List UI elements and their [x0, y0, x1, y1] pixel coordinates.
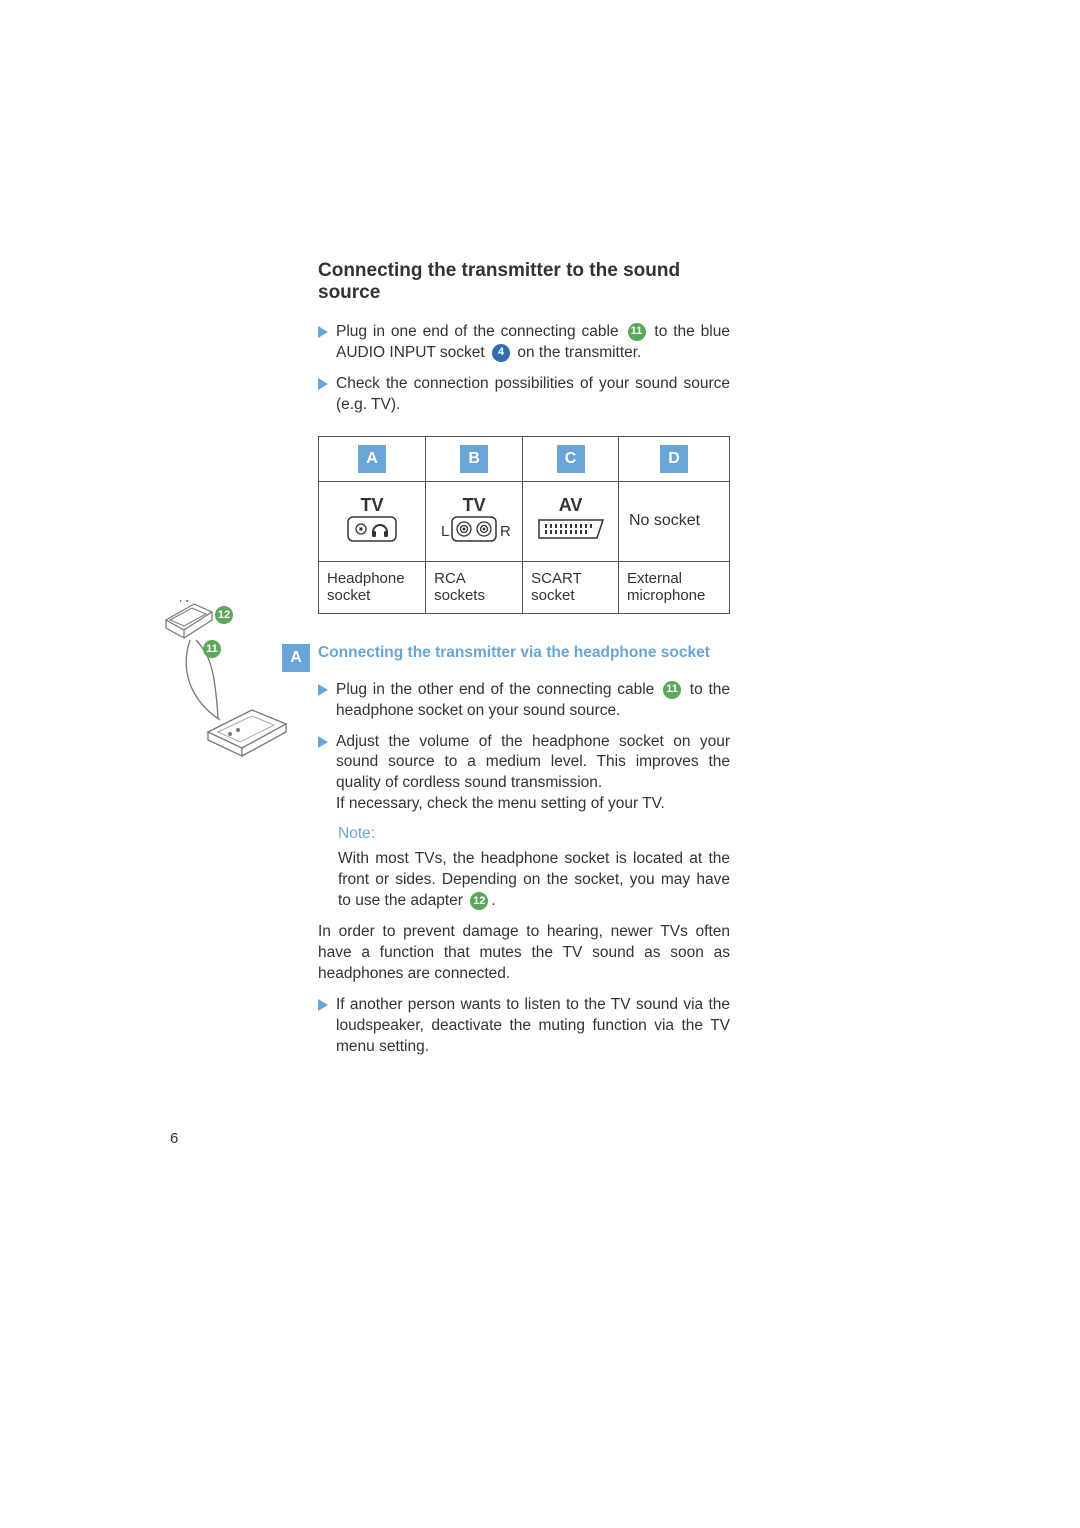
table-row: A B C D — [319, 436, 730, 481]
bullet-text: Adjust the volume of the headphone socke… — [336, 732, 730, 816]
table-icon-cell: No socket — [618, 481, 729, 561]
reference-badge: 11 — [663, 681, 681, 699]
letter-badge-c: C — [557, 445, 585, 473]
bullet-item: Adjust the volume of the headphone socke… — [318, 732, 730, 816]
bullet-text: Plug in the other end of the connecting … — [336, 680, 730, 722]
section-a: A Connecting the transmitter via the hea… — [318, 644, 730, 922]
illus-badge-12: 12 — [215, 606, 233, 624]
bullet-triangle-icon — [318, 378, 328, 390]
scart-socket-icon — [535, 516, 607, 542]
page-content: Connecting the transmitter to the sound … — [318, 260, 730, 1068]
illus-badge-11: 11 — [203, 640, 221, 658]
text-fragment: . — [491, 892, 495, 909]
no-socket-label: No socket — [629, 512, 700, 529]
letter-badge-d: D — [660, 445, 688, 473]
text-fragment: Adjust the volume of the headphone socke… — [336, 733, 730, 792]
svg-text:R: R — [500, 523, 511, 540]
table-header-cell: D — [618, 436, 729, 481]
bullet-triangle-icon — [318, 736, 328, 748]
reference-badge: 11 — [628, 323, 646, 341]
bullet-item: Plug in one end of the connecting cable … — [318, 322, 730, 364]
note-label: Note: — [338, 825, 730, 843]
main-heading: Connecting the transmitter to the sound … — [318, 260, 730, 304]
letter-badge-b: B — [460, 445, 488, 473]
note-block: Note: With most TVs, the headphone socke… — [338, 825, 730, 912]
bullet-item: Plug in the other end of the connecting … — [318, 680, 730, 722]
bullet-item: Check the connection possibilities of yo… — [318, 374, 730, 416]
section-a-title: Connecting the transmitter via the headp… — [318, 644, 730, 662]
bullet-text: Check the connection possibilities of yo… — [336, 374, 730, 416]
bullet-triangle-icon — [318, 999, 328, 1011]
page-number: 6 — [170, 1130, 178, 1147]
tv-label: TV — [434, 495, 514, 516]
bullet-triangle-icon — [318, 684, 328, 696]
table-label-cell: RCA sockets — [426, 561, 523, 613]
bullet-triangle-icon — [318, 326, 328, 338]
table-icon-cell: AV — [523, 481, 619, 561]
bullet-item: If another person wants to listen to the… — [318, 995, 730, 1058]
table-row: Headphone socket RCA sockets SCART socke… — [319, 561, 730, 613]
table-label-cell: External microphone — [618, 561, 729, 613]
text-fragment: on the transmitter. — [517, 344, 641, 361]
table-label-cell: Headphone socket — [319, 561, 426, 613]
note-text: With most TVs, the headphone socket is l… — [338, 849, 730, 912]
reference-badge: 4 — [492, 344, 510, 362]
rca-sockets-icon: L R — [435, 516, 513, 542]
table-header-cell: C — [523, 436, 619, 481]
letter-badge-a: A — [358, 445, 386, 473]
mid-paragraph: In order to prevent damage to hearing, n… — [318, 922, 730, 985]
table-row: TV TV L — [319, 481, 730, 561]
bullet-text: If another person wants to listen to the… — [336, 995, 730, 1058]
text-fragment: If necessary, check the menu setting of … — [336, 795, 665, 812]
tv-label: TV — [327, 495, 417, 516]
tv-transmitter-illustration-icon: TV — [160, 600, 300, 760]
bullet-text: Plug in one end of the connecting cable … — [336, 322, 730, 364]
headphone-socket-icon — [347, 516, 397, 542]
side-illustration: TV 12 11 — [160, 600, 300, 760]
reference-badge: 12 — [470, 892, 488, 910]
table-icon-cell: TV — [319, 481, 426, 561]
table-label-cell: SCART socket — [523, 561, 619, 613]
av-label: AV — [531, 495, 610, 516]
text-fragment: With most TVs, the headphone socket is l… — [338, 850, 730, 909]
text-fragment: Plug in one end of the connecting cable — [336, 323, 619, 340]
svg-text:L: L — [441, 523, 449, 540]
table-icon-cell: TV L R — [426, 481, 523, 561]
text-fragment: Plug in the other end of the connecting … — [336, 681, 654, 698]
table-header-cell: B — [426, 436, 523, 481]
table-header-cell: A — [319, 436, 426, 481]
svg-text:TV: TV — [178, 600, 192, 605]
connection-table: A B C D TV TV L — [318, 436, 730, 614]
